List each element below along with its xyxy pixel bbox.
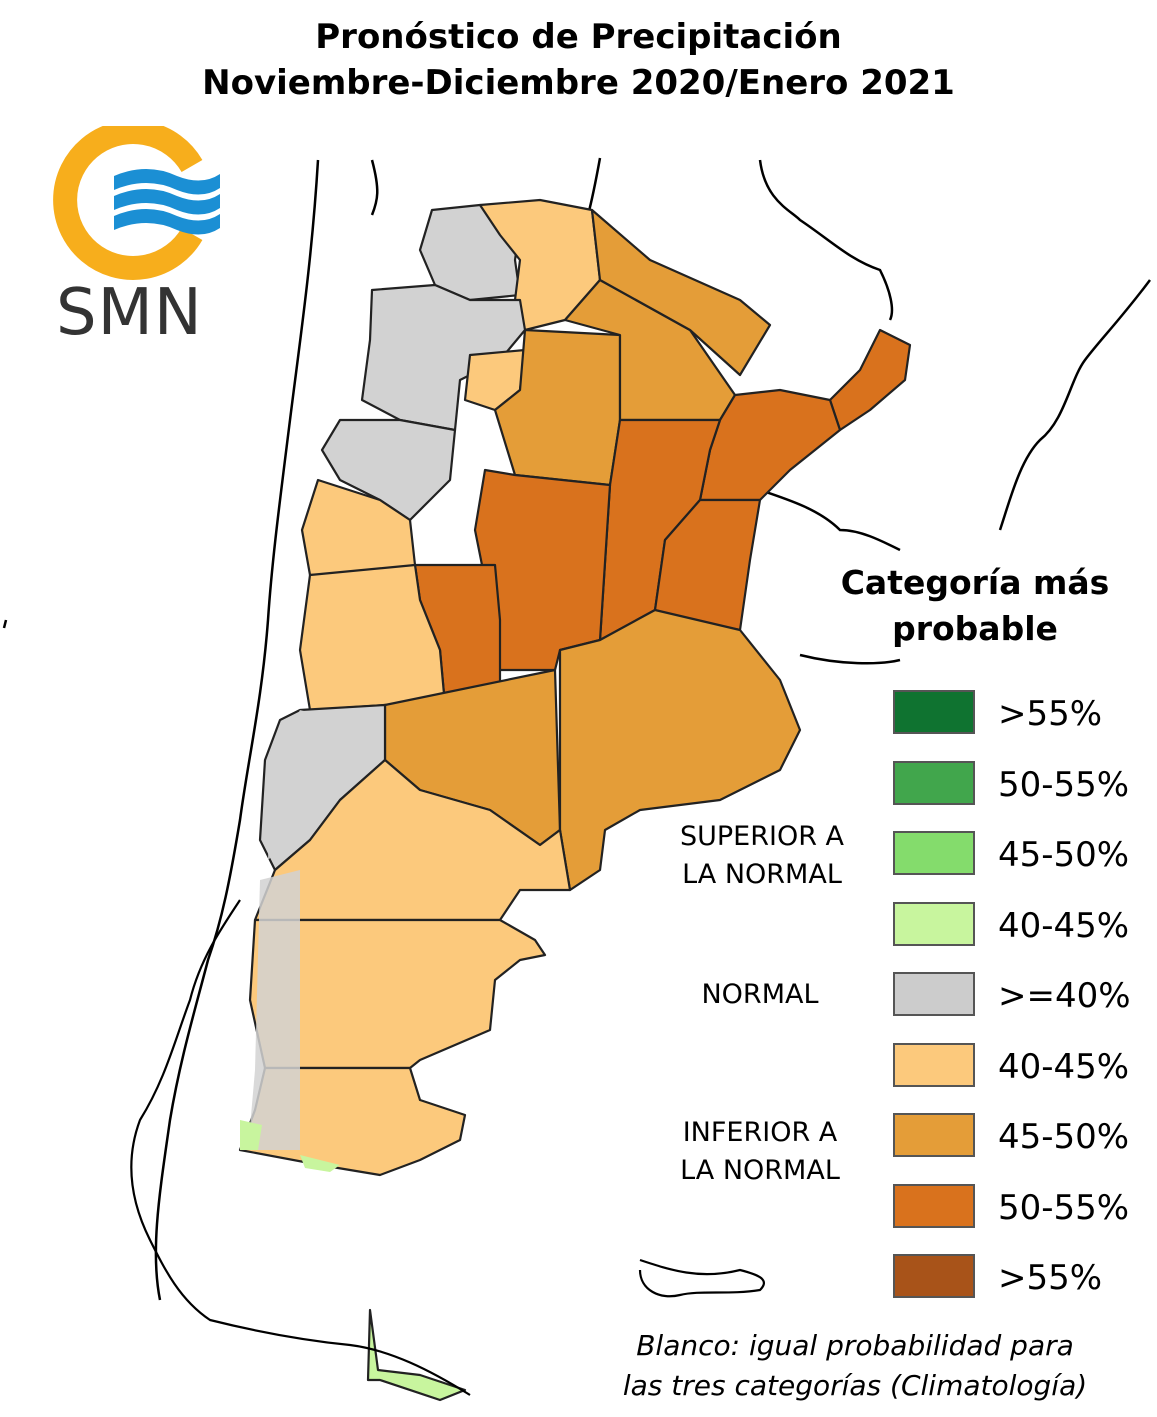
country-borders [2,157,1151,1301]
province-formosa [590,208,772,377]
legend-swatch-7 [893,1184,975,1228]
legend-note: Blanco: igual probabilidad para las tres… [600,1326,1110,1406]
legend-label-4: >=40% [998,976,1131,1016]
legend-label-3: 40-45% [998,906,1130,946]
province-rio-negro [253,758,572,922]
logo-text: SMN [56,276,203,350]
province-misiones [828,328,912,432]
legend-swatch-5 [893,1043,975,1087]
legend-label-8: >55% [998,1258,1103,1298]
legend-group-inferior: INFERIOR A LA NORMAL [645,1114,875,1190]
legend-swatch-3 [893,902,975,946]
legend-label-7: 50-55% [998,1188,1130,1228]
legend-group-inferior-line-1: INFERIOR A [682,1117,838,1148]
legend-swatch-8 [893,1254,975,1298]
province-buenos-aires [558,608,802,892]
legend-group-superior-line-1: SUPERIOR A [679,821,845,852]
legend-swatch-0 [893,690,975,734]
legend-group-superior: SUPERIOR A LA NORMAL [647,818,877,894]
legend-label-0: >55% [998,694,1103,734]
legend-label-5: 40-45% [998,1047,1130,1087]
legend-title: Categoría más probable [820,560,1130,652]
legend-swatch-4 [893,972,975,1016]
legend-title-line-2: probable [892,609,1058,648]
southern-coastline [130,899,765,1396]
legend-label-2: 45-50% [998,835,1130,875]
province-salta [478,198,602,332]
legend-group-normal: NORMAL [701,979,819,1010]
andes-normal-band [248,710,340,1150]
legend-group-superior-line-2: LA NORMAL [682,859,842,890]
south-light-green [240,1120,340,1172]
legend-group-inferior-line-2: LA NORMAL [680,1155,840,1186]
legend-title-line-1: Categoría más [840,563,1110,602]
province-tierra-del-fuego [366,1308,467,1402]
logo-ring [53,126,203,280]
province-la-rioja [320,418,457,522]
map-title: Pronóstico de Precipitación Noviembre-Di… [0,14,1157,106]
legend-note-line-1: Blanco: igual probabilidad para [636,1329,1074,1362]
legend-label-1: 50-55% [998,765,1130,805]
title-line-2: Noviembre-Diciembre 2020/Enero 2021 [202,63,955,103]
legend-swatch-6 [893,1113,975,1157]
title-line-1: Pronóstico de Precipitación [315,17,842,57]
legend-swatch-1 [893,761,975,805]
legend-swatch-2 [893,831,975,875]
legend-label-6: 45-50% [998,1117,1130,1157]
legend-note-line-2: las tres categorías (Climatología) [622,1369,1088,1402]
province-layer [238,198,912,1402]
smn-logo-icon [53,126,220,280]
